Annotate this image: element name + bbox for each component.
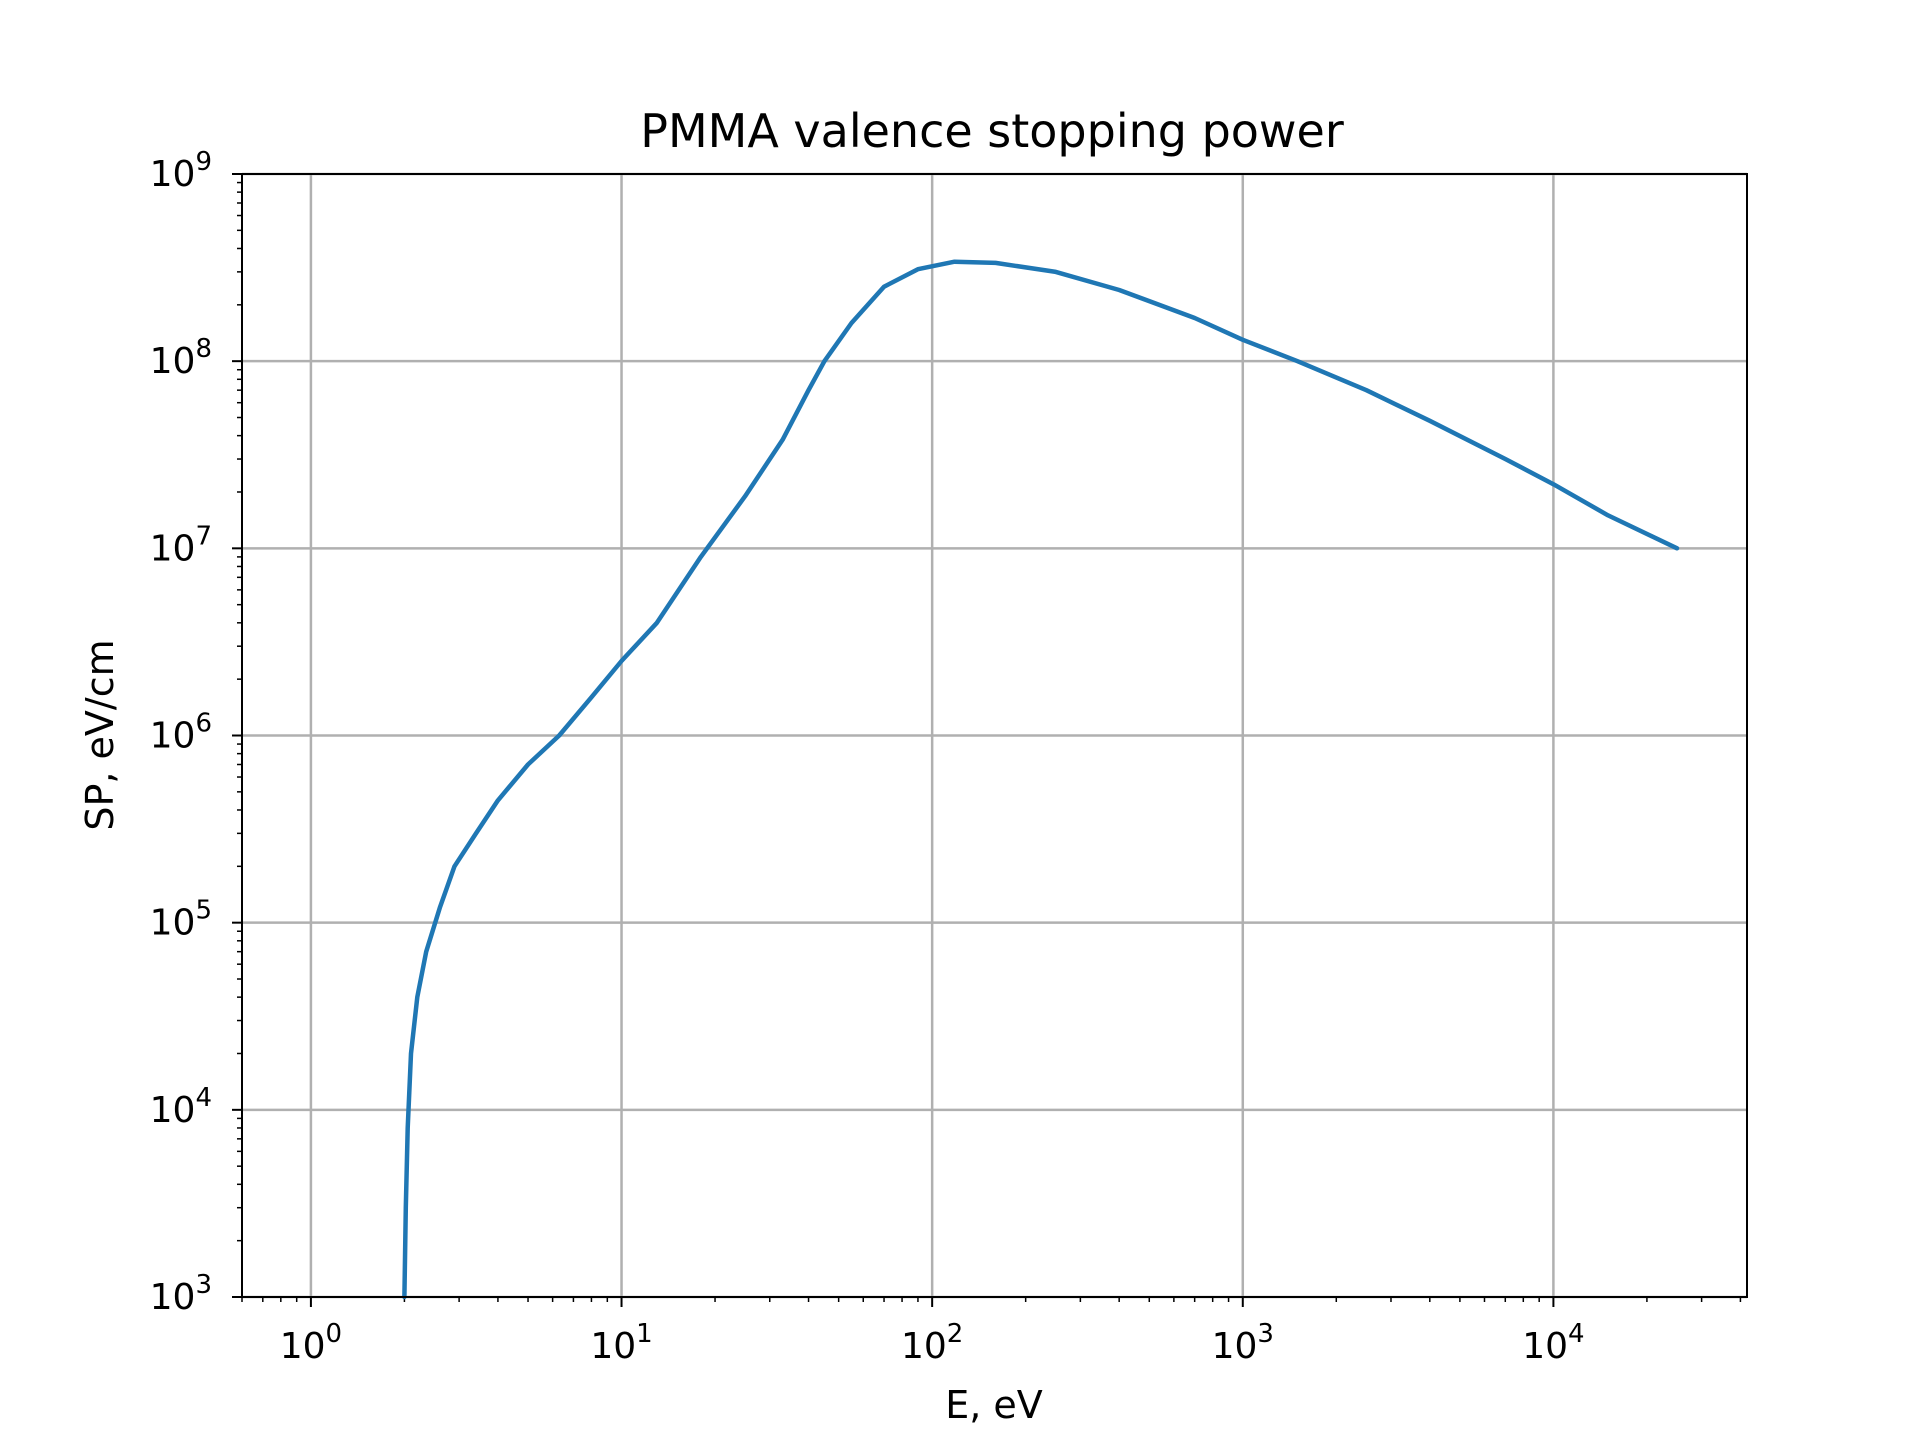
x-tick-exponent: 2 xyxy=(947,1319,964,1349)
y-tick-exponent: 8 xyxy=(195,334,212,364)
y-tick-base: 10 xyxy=(150,1277,196,1318)
x-tick-exponent: 0 xyxy=(326,1319,343,1349)
x-tick-label: 103 xyxy=(1212,1319,1274,1367)
y-tick-exponent: 3 xyxy=(195,1270,212,1300)
x-tick-base: 10 xyxy=(1522,1326,1568,1367)
x-tick-exponent: 3 xyxy=(1257,1319,1274,1349)
major-ticks xyxy=(232,173,1555,1307)
y-tick-label: 103 xyxy=(150,1270,212,1318)
x-tick-label: 104 xyxy=(1522,1319,1584,1367)
x-tick-labels: 100 101 102 103 104 xyxy=(280,1319,1585,1367)
y-tick-label: 107 xyxy=(150,521,212,569)
y-tick-label: 105 xyxy=(150,896,212,944)
y-tick-base: 10 xyxy=(150,154,196,195)
x-tick-base: 10 xyxy=(1212,1326,1258,1367)
chart-title: PMMA valence stopping power xyxy=(640,104,1344,158)
y-tick-exponent: 6 xyxy=(195,709,212,739)
x-tick-exponent: 4 xyxy=(1568,1319,1585,1349)
y-tick-base: 10 xyxy=(150,341,196,382)
x-tick-base: 10 xyxy=(280,1326,326,1367)
y-tick-exponent: 5 xyxy=(195,896,212,926)
y-tick-base: 10 xyxy=(150,903,196,944)
y-tick-exponent: 7 xyxy=(195,521,212,551)
y-tick-exponent: 4 xyxy=(195,1083,212,1113)
grid xyxy=(242,172,1747,1299)
y-tick-label: 109 xyxy=(150,147,212,195)
x-axis-label: E, eV xyxy=(945,1383,1043,1427)
x-tick-label: 101 xyxy=(590,1319,652,1367)
y-tick-label: 106 xyxy=(150,709,212,757)
x-tick-exponent: 1 xyxy=(636,1319,653,1349)
y-tick-label: 108 xyxy=(150,334,212,382)
y-tick-base: 10 xyxy=(150,1090,196,1131)
x-tick-label: 100 xyxy=(280,1319,342,1367)
series-line-sp xyxy=(402,259,1680,1300)
minor-ticks xyxy=(237,181,1742,1302)
y-tick-base: 10 xyxy=(150,528,196,569)
series-layer xyxy=(402,259,1680,1300)
x-tick-base: 10 xyxy=(590,1326,636,1367)
plot-frame xyxy=(241,173,1748,1298)
y-tick-base: 10 xyxy=(150,716,196,757)
y-tick-label: 104 xyxy=(150,1083,212,1131)
x-tick-base: 10 xyxy=(901,1326,947,1367)
x-tick-label: 102 xyxy=(901,1319,963,1367)
y-axis-label: SP, eV/cm xyxy=(78,639,122,830)
y-tick-exponent: 9 xyxy=(195,147,212,177)
